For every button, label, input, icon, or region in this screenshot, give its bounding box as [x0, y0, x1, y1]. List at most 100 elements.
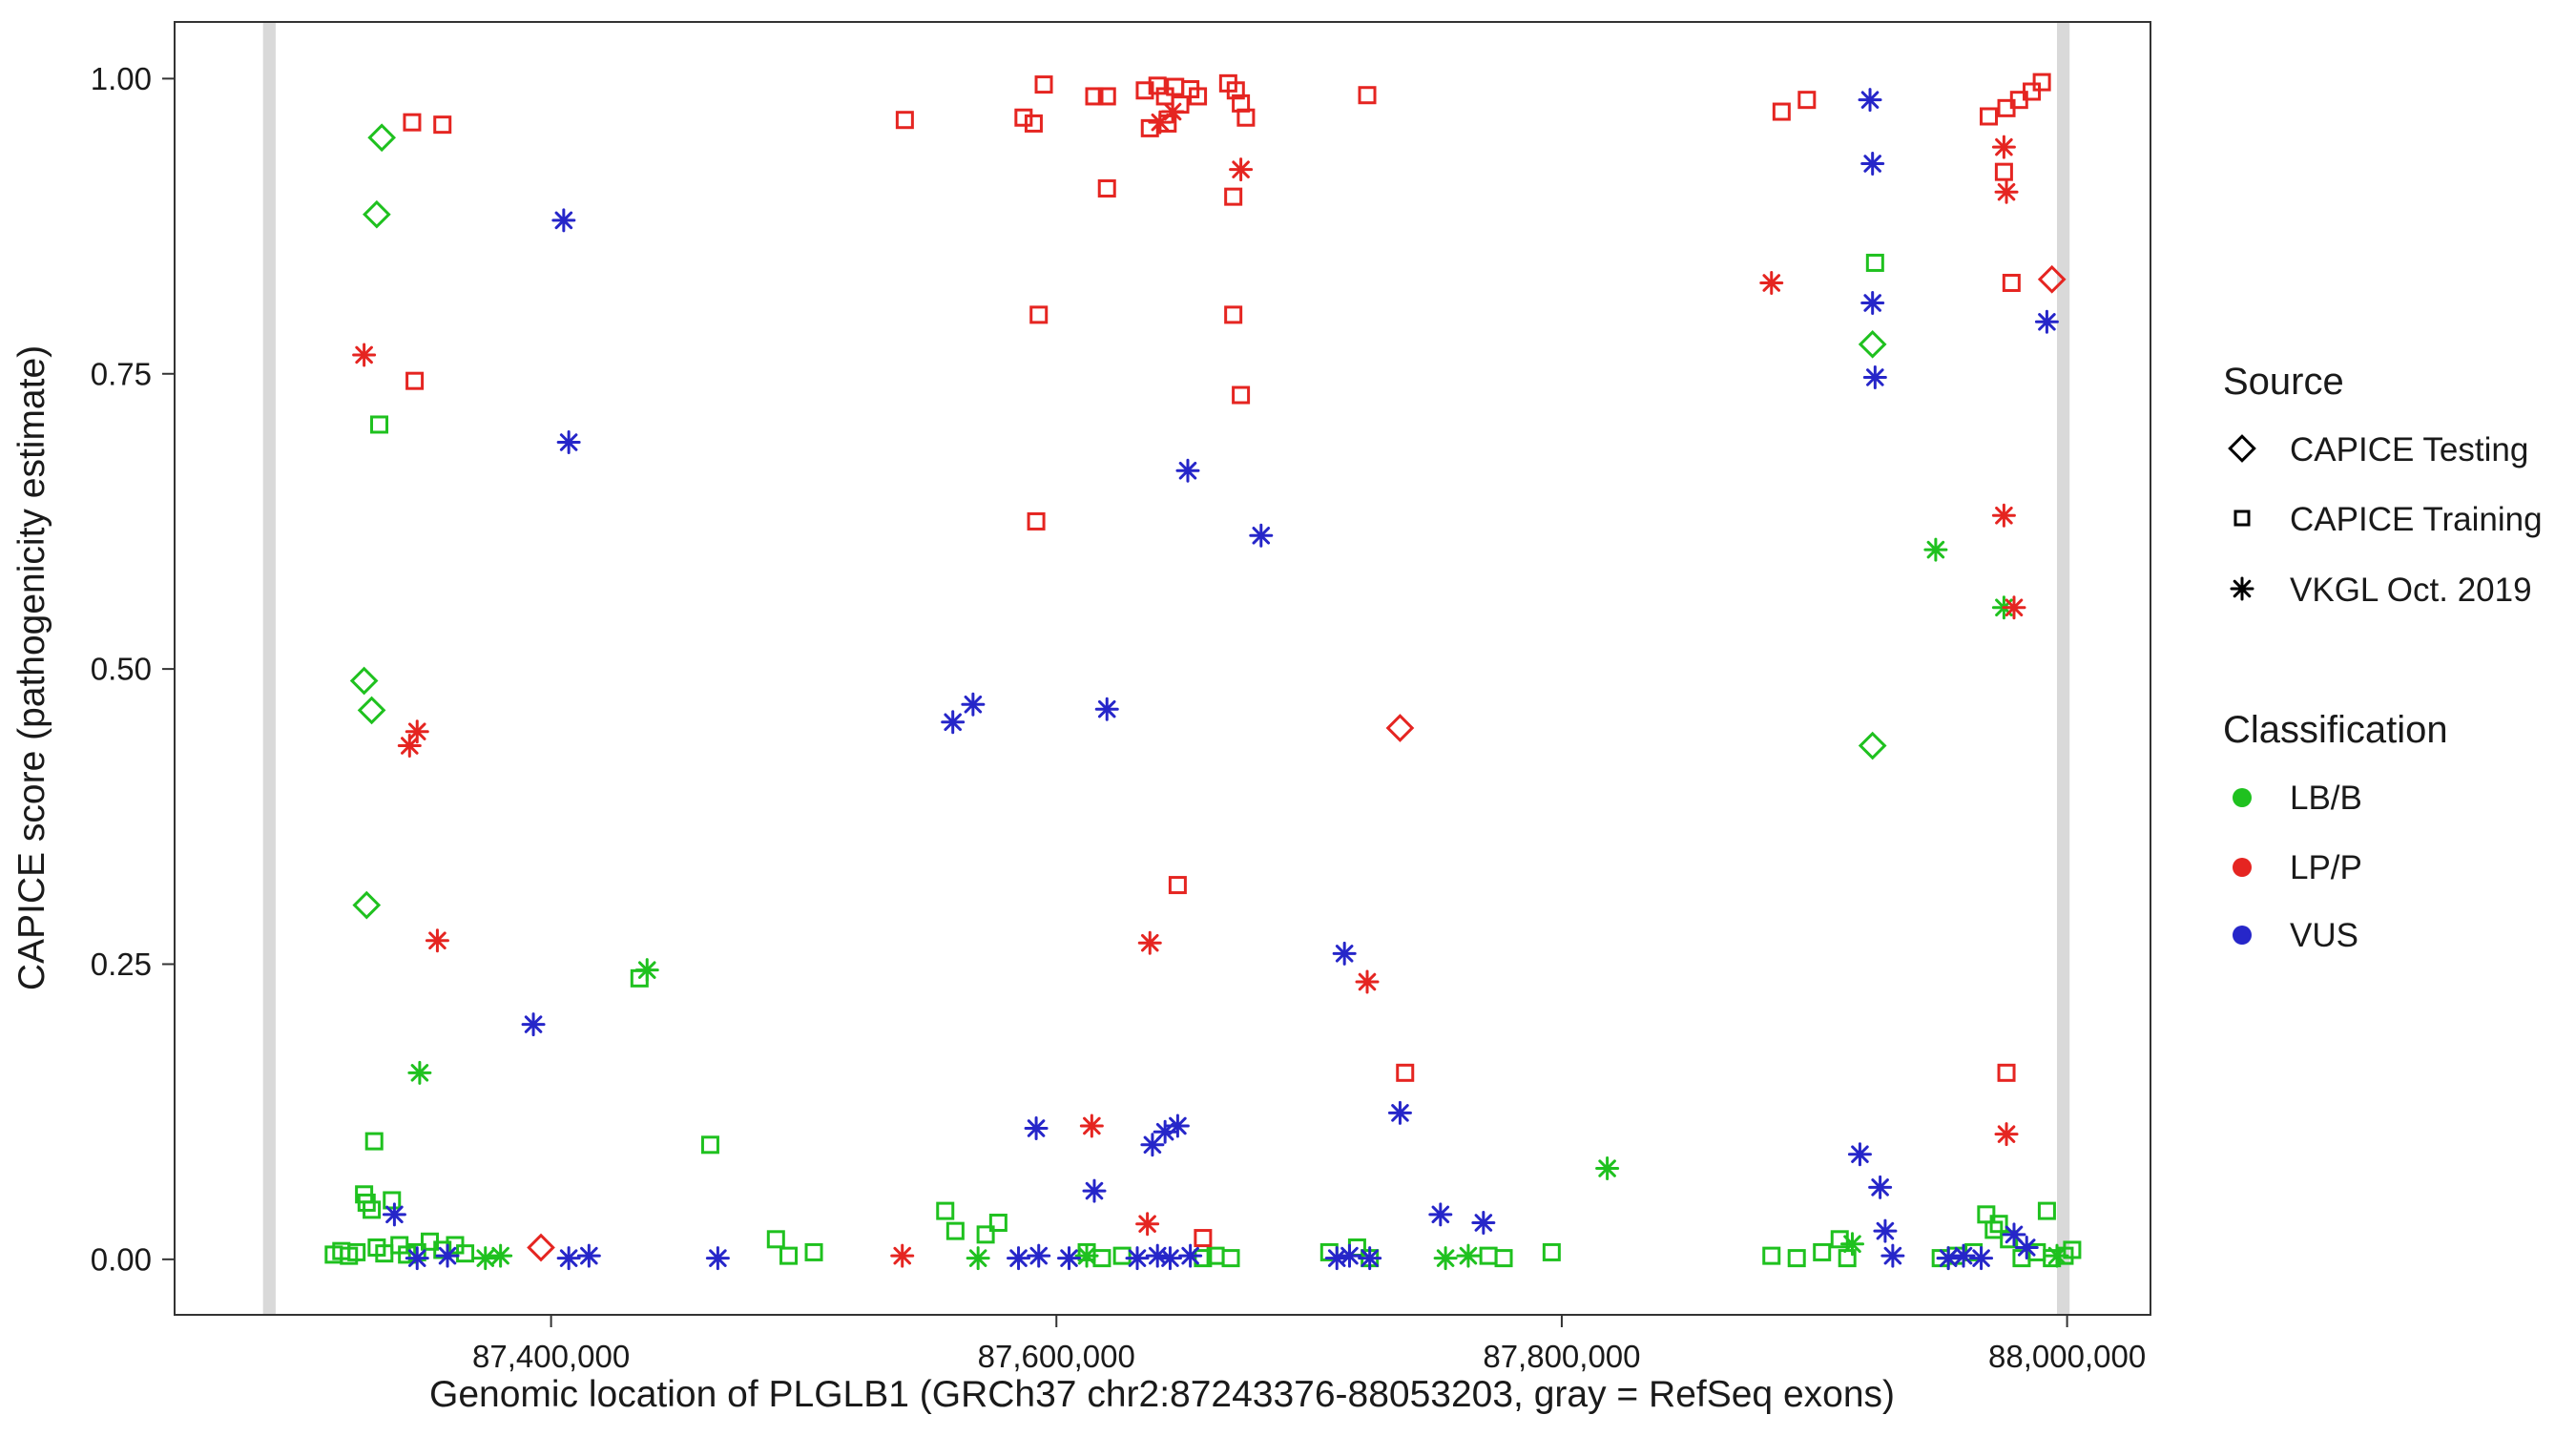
- data-point-capice-training-lbb: [1494, 1249, 1513, 1268]
- data-point-vkgl-vus: [1332, 941, 1357, 966]
- y-tick-label: 0.50: [91, 652, 152, 687]
- data-point-capice-training-lpp: [1358, 86, 1377, 105]
- data-point-vkgl-lpp: [1135, 1212, 1160, 1237]
- data-point-vkgl-vus: [1862, 364, 1887, 389]
- data-point-vkgl-vus: [1125, 1246, 1150, 1271]
- data-point-capice-training-lbb: [936, 1201, 955, 1220]
- data-point-capice-training-lbb: [347, 1242, 366, 1261]
- data-point-vkgl-vus: [1860, 151, 1885, 176]
- data-point-vkgl-vus: [1868, 1175, 1893, 1199]
- data-point-vkgl-vus: [961, 692, 986, 717]
- x-tick-label: 87,800,000: [1483, 1339, 1640, 1374]
- data-point-vkgl-vus: [941, 710, 966, 735]
- data-point-vkgl-vus: [382, 1202, 406, 1227]
- data-point-capice-training-lpp: [1034, 75, 1053, 94]
- data-point-vkgl-vus: [1880, 1243, 1905, 1268]
- data-point-vkgl-lbb: [1074, 1243, 1099, 1268]
- data-point-capice-training-lpp: [1226, 81, 1245, 100]
- data-point-capice-training-lbb: [1787, 1249, 1806, 1268]
- data-point-capice-training-lpp: [1236, 108, 1256, 127]
- y-tick-label: 1.00: [91, 61, 152, 96]
- data-point-capice-testing-lpp: [2037, 264, 2067, 294]
- data-point-capice-training-lbb: [1984, 1220, 2004, 1239]
- data-point-vkgl-vus: [1027, 1243, 1051, 1268]
- legend-item-lpp: LP/P: [2290, 849, 2362, 886]
- data-point-capice-testing-lpp: [527, 1233, 555, 1262]
- capice-training-square-icon: [2233, 510, 2251, 527]
- data-point-vkgl-lbb: [966, 1246, 990, 1271]
- data-point-vkgl-vus: [1936, 1246, 1961, 1271]
- y-tick-label: 0.00: [91, 1241, 152, 1277]
- refseq-exon-band: [2057, 22, 2070, 1315]
- data-point-capice-training-lbb: [804, 1242, 823, 1261]
- data-point-capice-training-lbb: [945, 1221, 965, 1240]
- lbb-dot-icon: [2233, 788, 2252, 807]
- data-point-capice-training-lpp: [1772, 102, 1791, 121]
- data-point-capice-training-lbb: [766, 1230, 785, 1249]
- legend-source-title: Source: [2223, 361, 2344, 403]
- data-point-vkgl-vus: [1178, 1243, 1203, 1268]
- data-point-vkgl-lpp: [1137, 930, 1162, 955]
- data-point-capice-training-lpp: [1140, 118, 1159, 137]
- x-tick-label: 87,400,000: [472, 1339, 630, 1374]
- data-point-capice-testing-lpp: [1385, 714, 1415, 742]
- data-point-capice-training-lbb: [363, 1200, 382, 1219]
- data-point-vkgl-lpp: [1160, 99, 1185, 124]
- data-point-capice-training-lbb: [370, 415, 389, 434]
- data-point-capice-testing-lbb: [357, 696, 386, 725]
- data-point-vkgl-lbb: [1433, 1246, 1458, 1271]
- data-point-capice-training-lpp: [1224, 187, 1243, 206]
- data-point-vkgl-vus: [435, 1243, 460, 1268]
- data-point-capice-training-lbb: [364, 1132, 384, 1151]
- data-point-vkgl-vus: [705, 1246, 730, 1271]
- data-point-vkgl-vus: [1847, 1142, 1872, 1167]
- data-point-vkgl-lpp: [1229, 157, 1254, 182]
- data-point-capice-training-lbb: [2037, 1201, 2056, 1220]
- data-point-capice-training-lbb: [433, 1240, 452, 1259]
- data-point-capice-training-lbb: [976, 1225, 995, 1244]
- data-point-vkgl-lpp: [2002, 595, 2026, 620]
- legend-item-vkgl: VKGL Oct. 2019: [2290, 572, 2532, 609]
- data-point-capice-training-lpp: [1194, 1229, 1213, 1248]
- data-point-capice-training-lbb: [383, 1191, 402, 1210]
- legend-item-lbb: LB/B: [2290, 780, 2362, 817]
- data-point-capice-training-lpp: [1097, 178, 1116, 198]
- data-point-vkgl-vus: [1094, 697, 1119, 721]
- vkgl-asterisk-icon: [2230, 576, 2254, 601]
- data-point-vkgl-vus: [1165, 1113, 1190, 1138]
- data-point-capice-training-lpp: [2023, 82, 2042, 101]
- data-point-vkgl-lpp: [1355, 969, 1380, 994]
- data-point-capice-training-lpp: [2002, 273, 2021, 292]
- data-point-vkgl-lpp: [1994, 1122, 2019, 1147]
- data-point-vkgl-vus: [1873, 1218, 1898, 1243]
- data-point-vkgl-vus: [1249, 523, 1274, 548]
- data-point-vkgl-lpp: [1991, 503, 2016, 528]
- data-point-capice-training-lbb: [1762, 1246, 1781, 1265]
- x-axis-title: Genomic location of PLGLB1 (GRCh37 chr2:…: [429, 1374, 1895, 1415]
- data-point-capice-training-lpp: [1014, 108, 1033, 127]
- data-point-vkgl-lpp: [1079, 1113, 1104, 1138]
- data-point-capice-testing-lbb: [1858, 329, 1887, 359]
- legend-classification-title: Classification: [2223, 709, 2448, 751]
- data-point-capice-training-lpp: [895, 111, 914, 130]
- data-point-capice-training-lbb: [988, 1213, 1008, 1232]
- legend-item-capice-testing: CAPICE Testing: [2290, 431, 2528, 468]
- data-point-vkgl-lbb: [1923, 537, 1948, 562]
- y-tick-label: 0.75: [91, 356, 152, 391]
- x-tick-label: 87,600,000: [978, 1339, 1135, 1374]
- data-point-capice-training-lpp: [1085, 87, 1104, 106]
- data-point-capice-training-lbb: [1112, 1246, 1132, 1265]
- data-point-capice-training-lbb: [1989, 1215, 2008, 1234]
- data-point-capice-training-lpp: [1224, 305, 1243, 324]
- data-point-capice-testing-lbb: [1858, 731, 1887, 760]
- data-point-vkgl-vus: [551, 208, 576, 233]
- data-point-capice-training-lbb: [456, 1244, 475, 1263]
- lpp-dot-icon: [2233, 858, 2252, 877]
- legend-item-capice-training: CAPICE Training: [2290, 501, 2543, 538]
- data-points-layer: [324, 73, 2082, 1271]
- data-point-capice-training-lbb: [1813, 1242, 1832, 1261]
- data-point-capice-training-lpp: [1189, 87, 1208, 106]
- data-point-vkgl-lpp: [1759, 270, 1784, 295]
